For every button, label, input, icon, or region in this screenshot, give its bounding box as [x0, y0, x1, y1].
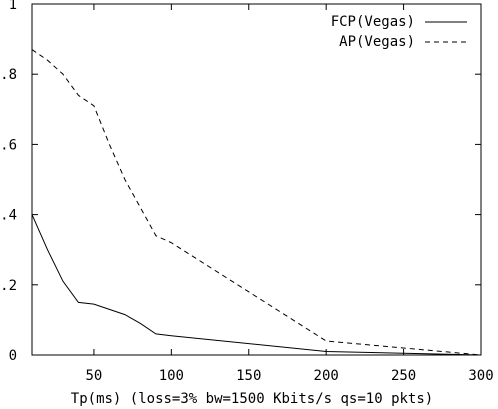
x-tick-label: 150: [236, 368, 261, 384]
x-axis-label: Tp(ms) (loss=3% bw=1500 Kbits/s qs=10 pk…: [71, 391, 433, 407]
y-tick-label: .8: [0, 67, 17, 83]
y-tick-label: 1: [9, 0, 17, 13]
plot-frame: [31, 3, 482, 356]
series-line-fcp-vegas: [31, 214, 482, 356]
y-tick-label: 0: [9, 348, 17, 364]
y-tick-label: .6: [0, 137, 17, 153]
x-tick-label: 50: [86, 368, 103, 384]
x-tick-label: 200: [314, 368, 339, 384]
legend-entry-label: AP(Vegas): [339, 34, 415, 50]
axis-ticks: [32, 3, 482, 356]
legend: FCP(Vegas) AP(Vegas): [331, 14, 467, 50]
y-tick-label: .4: [0, 208, 17, 224]
tick-labels: 50 100 150 200 250 300 0 .2 .4 .6 .8 1: [0, 0, 494, 384]
series-line-ap-vegas: [31, 49, 482, 356]
series-lines: [31, 49, 482, 356]
x-tick-label: 100: [159, 368, 184, 384]
legend-entry-label: FCP(Vegas): [331, 14, 415, 30]
x-tick-label: 300: [468, 368, 493, 384]
x-tick-label: 250: [391, 368, 416, 384]
y-tick-label: .2: [0, 278, 17, 294]
